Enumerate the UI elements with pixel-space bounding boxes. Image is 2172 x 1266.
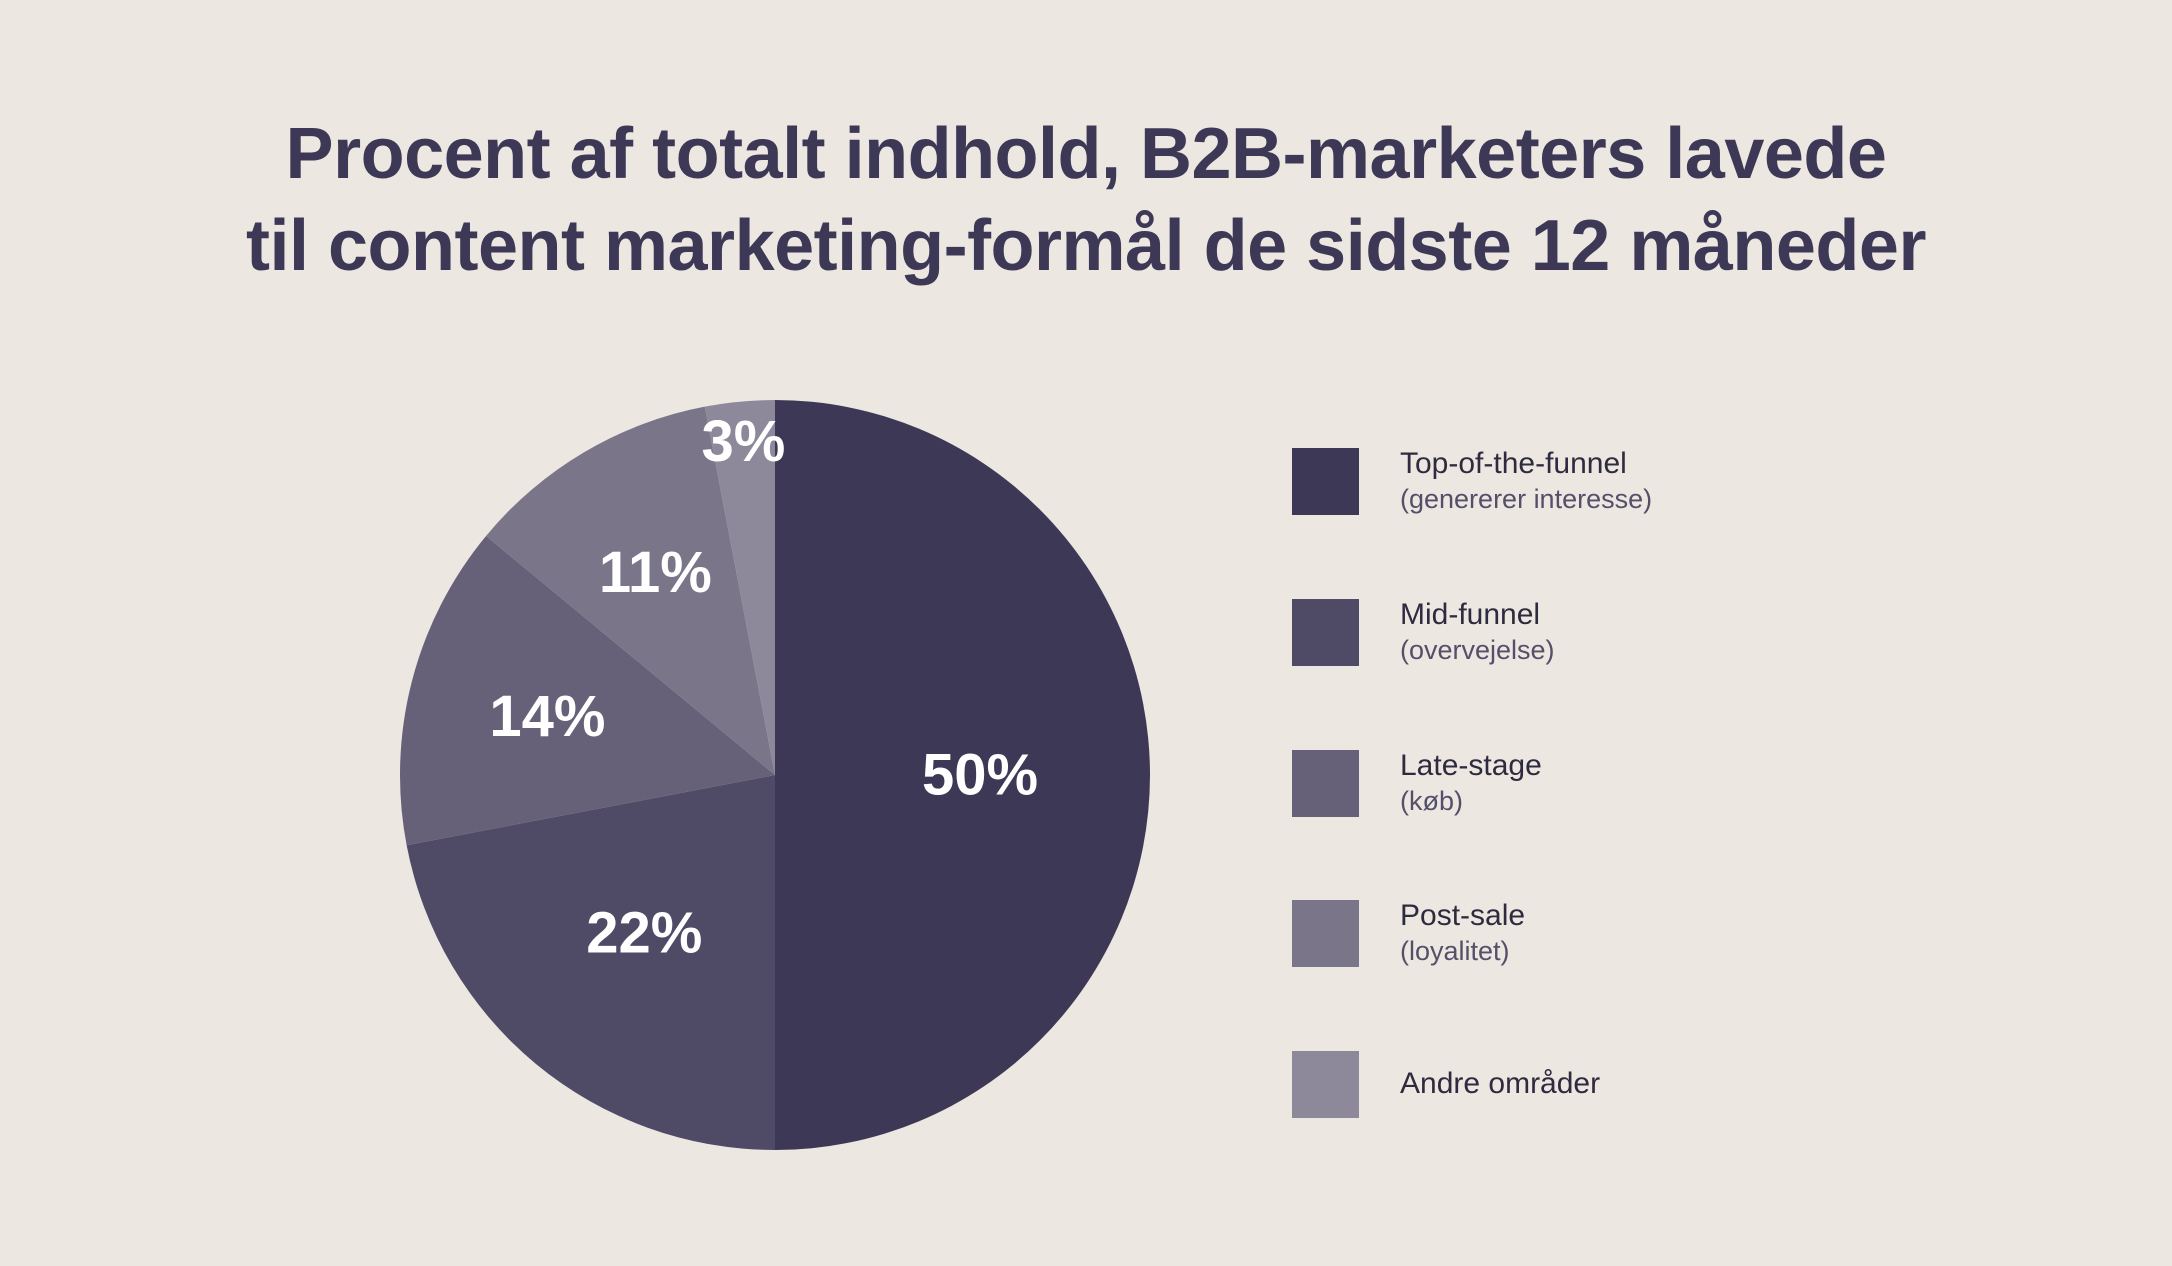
legend-item-top-of-the-funnel: Top-of-the-funnel (genererer interesse) (1292, 446, 1892, 518)
legend-swatch (1292, 900, 1359, 967)
legend-swatch (1292, 448, 1359, 515)
pie-slice-4 (704, 400, 775, 775)
legend-label: Andre områder (1400, 1067, 1601, 1100)
chart-title-line-1: Procent af totalt indhold, B2B-marketers… (285, 114, 1887, 194)
legend-text: Post-sale (loyalitet) (1400, 898, 1525, 968)
legend-swatch (1292, 750, 1359, 817)
legend-item-andre-omrader: Andre områder (1292, 1051, 1892, 1121)
legend-item-late-stage: Late-stage (køb) (1292, 748, 1892, 820)
pie-slice-label-2: 14% (489, 684, 605, 749)
legend-swatch (1292, 1051, 1359, 1118)
pie-chart: 50% 22% 14% 11% 3% (400, 400, 1150, 1150)
legend-label: Top-of-the-funnel (1400, 447, 1627, 480)
legend-sublabel: (overvejelse) (1400, 635, 1555, 665)
legend-swatch (1292, 599, 1359, 666)
legend-label: Late-stage (1400, 749, 1542, 782)
chart-title-line-2: til content marketing-formål de sidste 1… (246, 206, 1926, 286)
pie-slice-label-0: 50% (922, 743, 1038, 808)
legend-sublabel: (loyalitet) (1400, 936, 1510, 966)
legend-sublabel: (køb) (1400, 786, 1463, 816)
pie-slice-label-3: 11% (599, 540, 712, 605)
chart-title: Procent af totalt indhold, B2B-marketers… (0, 108, 2172, 292)
legend-text: Top-of-the-funnel (genererer interesse) (1400, 446, 1652, 516)
pie-slice-1 (406, 775, 775, 1150)
pie-slice-label-4: 3% (702, 409, 786, 474)
pie-slice-label-1: 22% (586, 900, 702, 965)
legend-label: Mid-funnel (1400, 598, 1541, 631)
legend-text: Late-stage (køb) (1400, 748, 1542, 818)
pie-slice-2 (400, 535, 775, 846)
pie-slice-0 (775, 400, 1150, 1150)
legend-sublabel: (genererer interesse) (1400, 484, 1653, 514)
legend-text: Andre områder (1400, 1066, 1600, 1102)
pie-slice-3 (486, 406, 775, 775)
legend-text: Mid-funnel (overvejelse) (1400, 597, 1555, 667)
legend-item-post-sale: Post-sale (loyalitet) (1292, 898, 1892, 970)
legend-item-mid-funnel: Mid-funnel (overvejelse) (1292, 597, 1892, 669)
legend-label: Post-sale (1400, 899, 1526, 932)
